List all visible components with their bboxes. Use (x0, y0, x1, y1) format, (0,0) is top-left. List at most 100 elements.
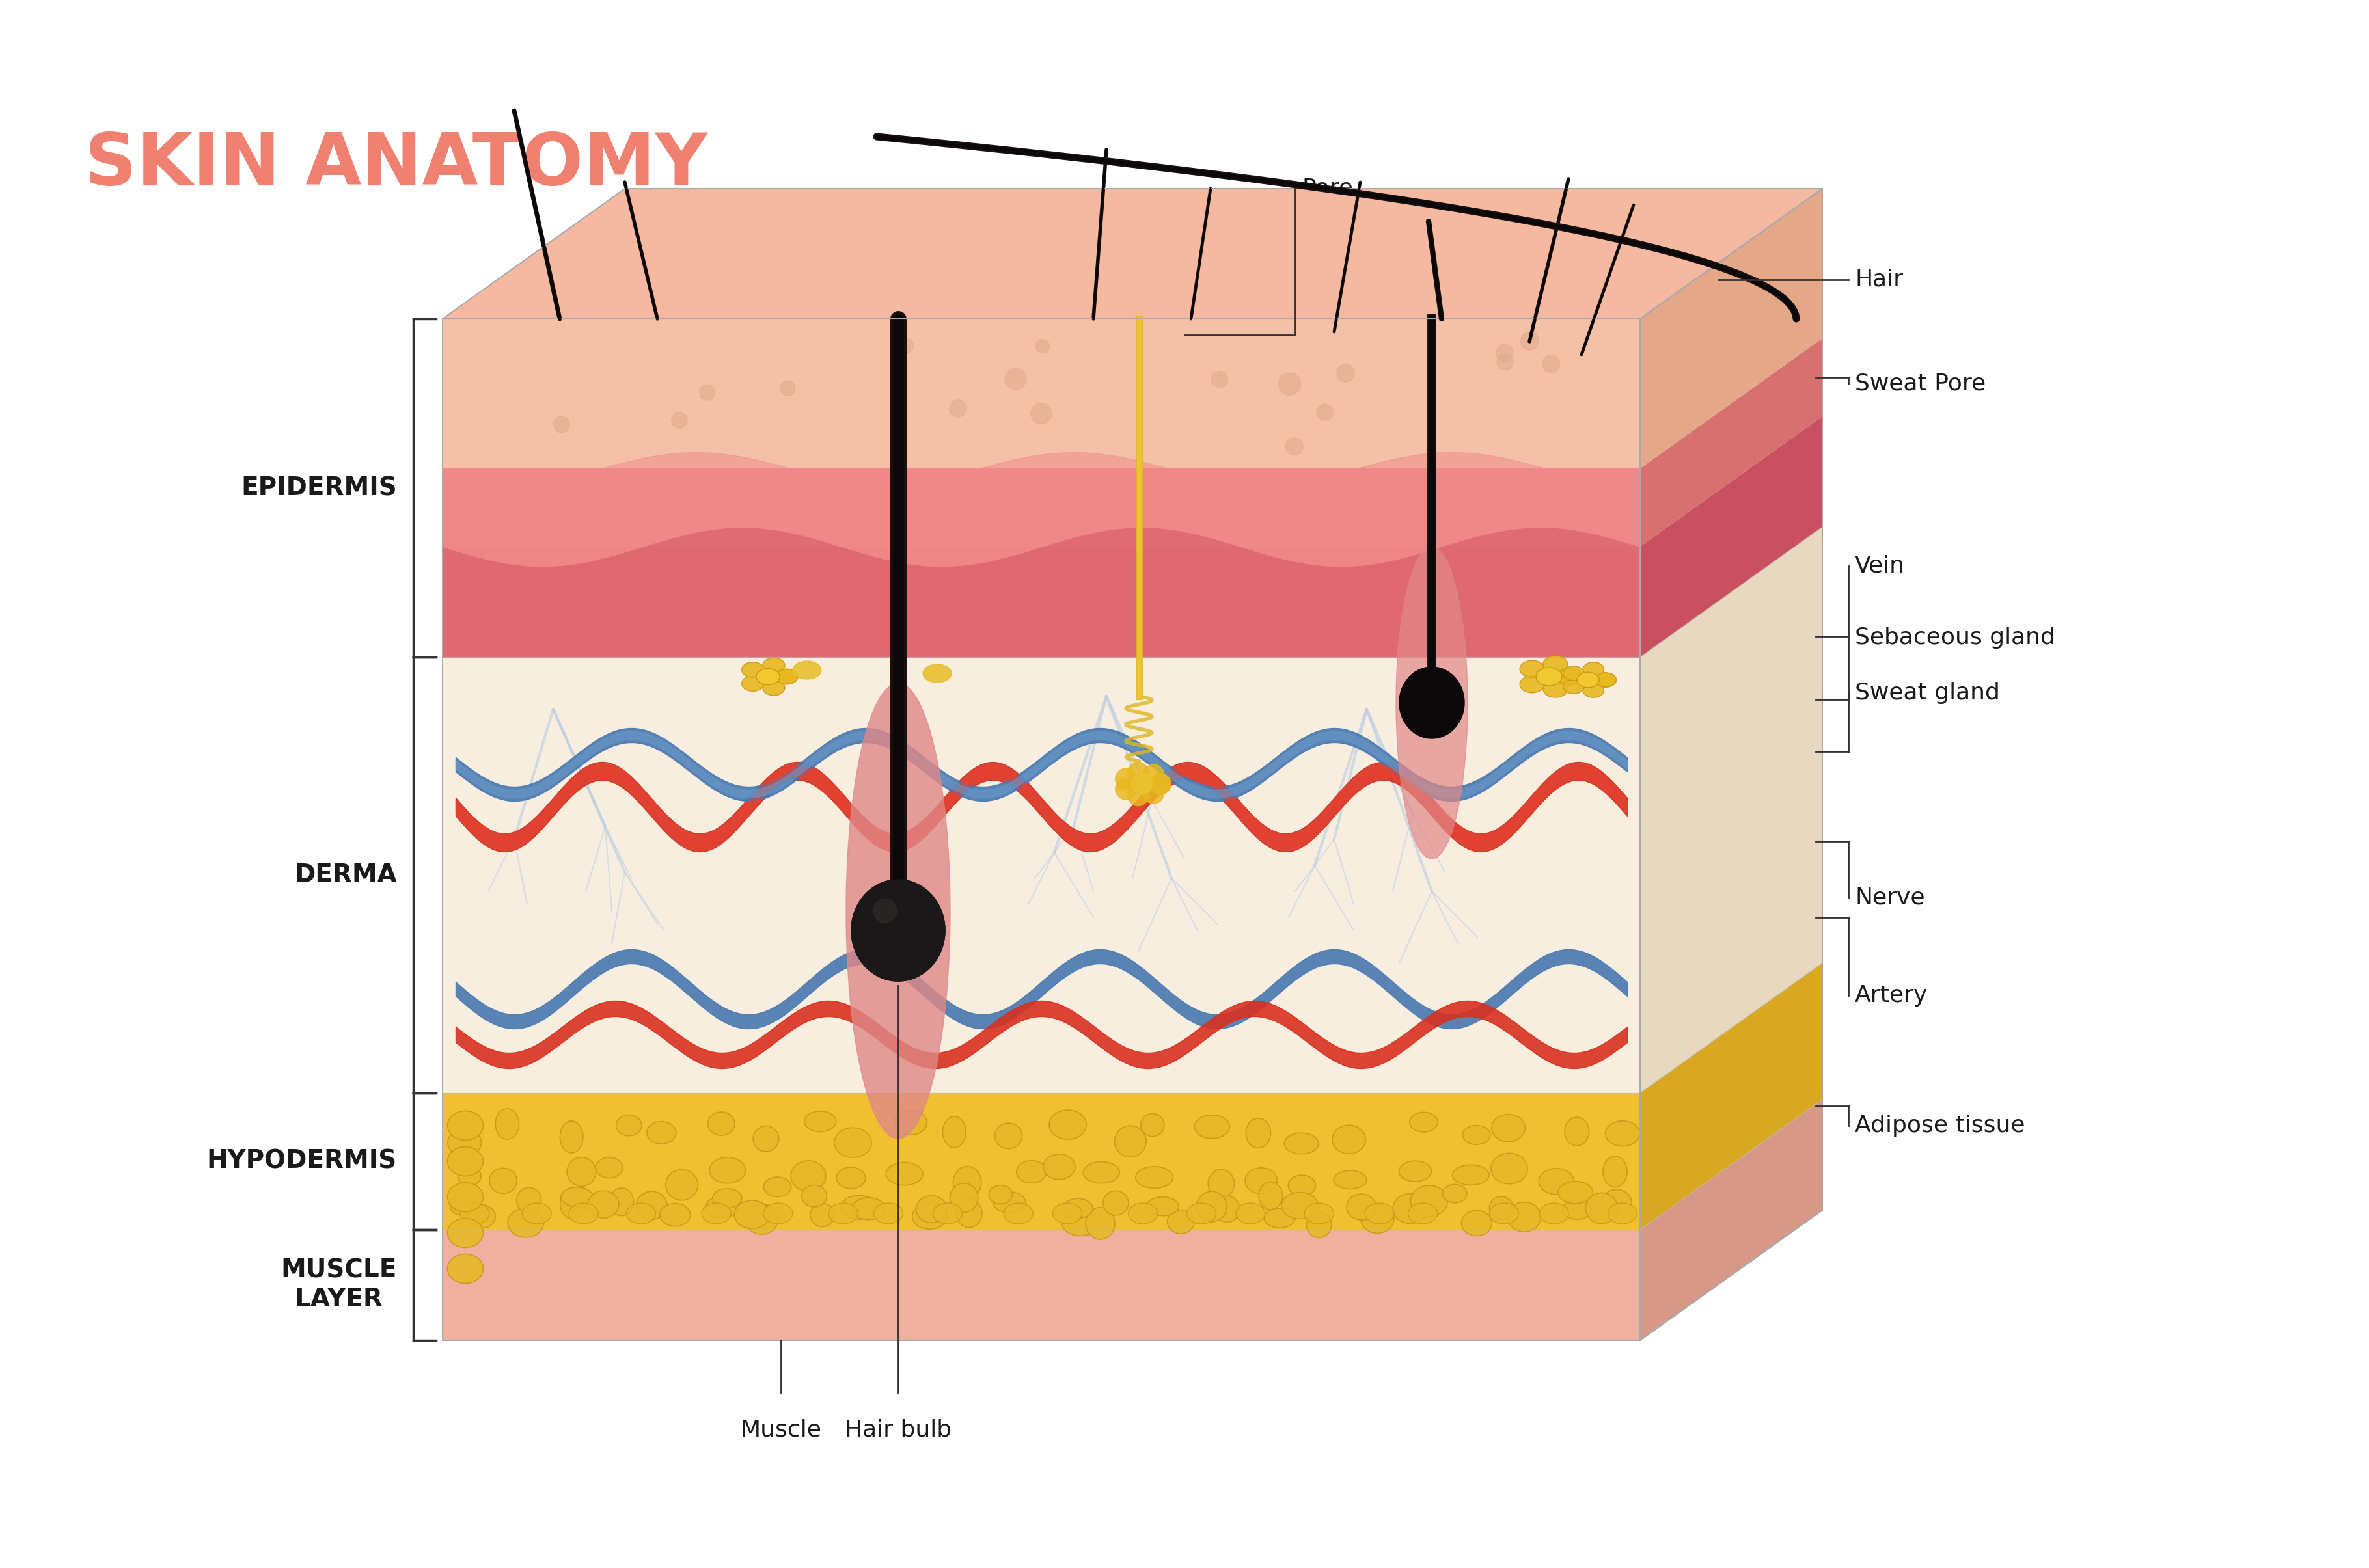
Circle shape (1004, 368, 1026, 389)
Circle shape (1495, 345, 1514, 362)
Ellipse shape (1564, 1200, 1592, 1220)
Ellipse shape (1265, 1209, 1296, 1228)
Ellipse shape (1564, 679, 1585, 693)
Circle shape (1497, 354, 1514, 370)
Circle shape (1149, 773, 1170, 795)
Ellipse shape (1462, 1210, 1492, 1236)
Ellipse shape (756, 668, 779, 685)
Circle shape (1035, 339, 1049, 353)
Ellipse shape (952, 1167, 981, 1198)
Ellipse shape (741, 676, 763, 691)
Polygon shape (1400, 666, 1464, 739)
Ellipse shape (1246, 1118, 1270, 1148)
Ellipse shape (708, 1157, 746, 1184)
Ellipse shape (874, 1203, 903, 1223)
Ellipse shape (588, 1190, 618, 1218)
Polygon shape (443, 657, 1639, 1093)
Ellipse shape (521, 1203, 552, 1223)
Polygon shape (924, 665, 952, 682)
Ellipse shape (1393, 1193, 1429, 1223)
Text: Adipose tissue: Adipose tissue (1855, 1115, 2025, 1137)
Polygon shape (794, 662, 822, 679)
Circle shape (1144, 765, 1163, 786)
Ellipse shape (1147, 1196, 1180, 1215)
Ellipse shape (1542, 655, 1568, 673)
Ellipse shape (1606, 1121, 1639, 1146)
Ellipse shape (763, 1178, 791, 1196)
Ellipse shape (746, 1204, 777, 1234)
Polygon shape (443, 1093, 1639, 1229)
Ellipse shape (448, 1146, 483, 1176)
Ellipse shape (1365, 1203, 1395, 1223)
Ellipse shape (836, 1167, 865, 1189)
Ellipse shape (763, 659, 784, 673)
Polygon shape (1639, 963, 1822, 1229)
Ellipse shape (460, 1203, 490, 1223)
Text: Sebaceous gland: Sebaceous gland (1855, 627, 2056, 649)
Ellipse shape (701, 1203, 732, 1223)
Ellipse shape (1004, 1203, 1033, 1223)
Ellipse shape (1490, 1203, 1519, 1223)
Ellipse shape (1196, 1192, 1227, 1221)
Ellipse shape (1215, 1196, 1239, 1221)
Ellipse shape (713, 1189, 741, 1207)
Ellipse shape (1609, 1203, 1637, 1223)
Ellipse shape (753, 1126, 779, 1151)
Ellipse shape (1601, 1190, 1632, 1215)
Ellipse shape (1556, 668, 1582, 685)
Ellipse shape (775, 670, 798, 684)
Ellipse shape (1282, 1192, 1317, 1218)
Ellipse shape (1360, 1204, 1393, 1232)
Circle shape (554, 417, 569, 433)
Polygon shape (1639, 527, 1822, 1093)
Circle shape (1542, 354, 1559, 373)
Text: Pore: Pore (1301, 177, 1353, 199)
Ellipse shape (490, 1168, 516, 1193)
Ellipse shape (1061, 1212, 1099, 1236)
Ellipse shape (566, 1157, 597, 1187)
Ellipse shape (834, 1127, 872, 1157)
Ellipse shape (810, 1203, 834, 1226)
Text: Sweat gland: Sweat gland (1855, 682, 1999, 704)
Text: EPIDERMIS: EPIDERMIS (242, 475, 398, 500)
Ellipse shape (1083, 1162, 1121, 1184)
Ellipse shape (1135, 1167, 1173, 1189)
Ellipse shape (1187, 1203, 1215, 1223)
Ellipse shape (763, 681, 784, 695)
Ellipse shape (1535, 668, 1561, 685)
Polygon shape (1639, 417, 1822, 657)
Ellipse shape (1410, 1185, 1447, 1217)
Ellipse shape (1104, 1190, 1128, 1215)
Ellipse shape (988, 1185, 1012, 1204)
Ellipse shape (1582, 662, 1604, 676)
Ellipse shape (1168, 1210, 1194, 1234)
Circle shape (1132, 773, 1154, 795)
Ellipse shape (1346, 1193, 1376, 1220)
Ellipse shape (495, 1109, 519, 1140)
Circle shape (1128, 762, 1149, 782)
Ellipse shape (448, 1254, 483, 1283)
Ellipse shape (1334, 1171, 1367, 1189)
Ellipse shape (1258, 1182, 1282, 1209)
Ellipse shape (647, 1121, 675, 1143)
Ellipse shape (841, 1195, 879, 1220)
Ellipse shape (1052, 1203, 1083, 1223)
Polygon shape (443, 1229, 1639, 1341)
Ellipse shape (1564, 1118, 1590, 1146)
Ellipse shape (1331, 1126, 1365, 1154)
Ellipse shape (616, 1115, 642, 1135)
Ellipse shape (1128, 1203, 1158, 1223)
Circle shape (950, 400, 967, 417)
Ellipse shape (853, 1198, 886, 1220)
Circle shape (1336, 364, 1355, 383)
Ellipse shape (1085, 1207, 1116, 1239)
Polygon shape (443, 188, 1822, 318)
Ellipse shape (1540, 1168, 1573, 1195)
Ellipse shape (791, 1160, 827, 1192)
Ellipse shape (734, 1201, 770, 1229)
Polygon shape (850, 880, 945, 982)
Ellipse shape (448, 1129, 481, 1156)
Ellipse shape (1237, 1203, 1265, 1223)
Ellipse shape (917, 1196, 948, 1223)
Circle shape (1317, 405, 1334, 420)
